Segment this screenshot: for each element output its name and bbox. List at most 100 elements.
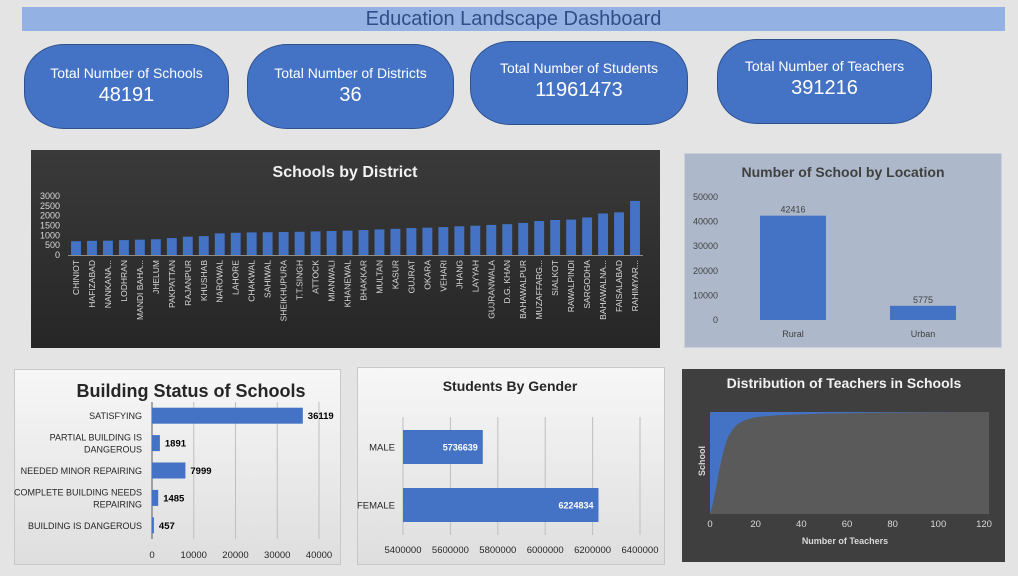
chart-title: Building Status of Schools xyxy=(77,381,306,401)
x-tick-label: CHINIOT xyxy=(71,260,81,295)
data-label: 7999 xyxy=(190,466,211,477)
x-tick-label: 6400000 xyxy=(622,545,659,556)
district-bar xyxy=(470,225,481,255)
y-tick-label: 500 xyxy=(45,240,60,250)
schools-by-district-chart: Schools by District 30002500200015001000… xyxy=(31,150,660,348)
district-bar xyxy=(87,240,97,255)
y-tick-label: REPAIRING xyxy=(93,499,142,509)
dashboard-title: Education Landscape Dashboard xyxy=(365,8,662,30)
district-bar xyxy=(518,222,529,255)
building-status-bar xyxy=(152,462,186,479)
district-bar xyxy=(134,239,145,255)
x-tick-label: MUZAFFARG... xyxy=(534,260,544,320)
district-bar xyxy=(454,226,465,255)
district-bar xyxy=(502,224,513,255)
x-tick-label: RAJANPUR xyxy=(183,260,193,306)
district-bar xyxy=(182,236,193,255)
y-tick-label: NEEDED MINOR REPAIRING xyxy=(21,466,142,476)
district-bar xyxy=(278,231,289,255)
y-tick-label: 1500 xyxy=(40,221,60,231)
district-bar xyxy=(406,228,417,255)
x-tick-label: OKARA xyxy=(422,260,432,290)
x-tick-label: 10000 xyxy=(181,550,207,561)
chart-title: Number of School by Location xyxy=(741,164,944,180)
x-tick-label: 0 xyxy=(149,550,154,561)
kpi-label: Total Number of Schools xyxy=(50,65,203,81)
district-bar xyxy=(71,241,81,255)
x-tick-label: 40 xyxy=(796,519,807,530)
y-tick-label: 10000 xyxy=(693,290,718,300)
x-tick-label: 20 xyxy=(750,519,761,530)
x-tick-label: Urban xyxy=(911,329,936,339)
y-tick-label: 0 xyxy=(55,250,60,260)
y-tick-label: 0 xyxy=(713,315,718,325)
x-tick-label: 0 xyxy=(707,519,712,530)
district-bar xyxy=(150,239,161,255)
x-tick-label: 100 xyxy=(930,519,946,530)
x-tick-label: JHELUM xyxy=(151,260,161,294)
y-tick-label: SATISFYING xyxy=(89,411,142,421)
x-tick-label: GUJRAT xyxy=(406,260,416,293)
x-tick-label: Rural xyxy=(782,329,804,339)
students-by-gender-chart: Students By Gender 5400000 5600000 5800000… xyxy=(357,367,665,565)
data-label: 6224834 xyxy=(558,501,593,511)
x-tick-label: MANDI BAHA... xyxy=(135,260,145,320)
district-bar xyxy=(550,219,561,255)
schools-by-location-chart: Number of School by Location 50000 40000 3… xyxy=(684,153,1002,348)
x-tick-label: 80 xyxy=(887,519,898,530)
building-status-bar xyxy=(152,489,159,506)
district-bar xyxy=(198,236,209,255)
x-tick-label: SARGODHA xyxy=(582,260,592,309)
y-tick-label: DANGEROUS xyxy=(84,445,142,455)
teacher-distribution-area xyxy=(710,412,962,514)
y-tick-label: 2500 xyxy=(40,201,60,211)
x-tick-label: BAHAWALNA... xyxy=(598,260,608,320)
data-label: 36119 xyxy=(308,411,334,422)
x-tick-label: SIALKOT xyxy=(550,260,560,296)
teacher-distribution-chart: Distribution of Teachers in Schools 0 20 4… xyxy=(682,369,1005,562)
x-tick-label: RAHIMYAR... xyxy=(630,260,640,311)
x-tick-label: 40000 xyxy=(306,550,332,561)
location-bar xyxy=(890,305,956,320)
x-tick-label: BHAKKAR xyxy=(358,260,368,301)
x-tick-label: 5600000 xyxy=(432,545,469,556)
x-tick-label: MULTAN xyxy=(374,260,384,294)
x-tick-label: NAROWAL xyxy=(215,260,225,303)
x-tick-label: NANKANA... xyxy=(103,260,113,308)
building-status-bar xyxy=(152,517,154,534)
chart-title: Distribution of Teachers in Schools xyxy=(727,375,962,391)
district-bar xyxy=(534,220,545,255)
district-bar xyxy=(582,217,593,255)
plot-area xyxy=(710,412,989,514)
x-tick-label: LODHRAN xyxy=(119,260,129,302)
chart-title: Students By Gender xyxy=(443,378,578,394)
x-tick-label: VEHARI xyxy=(438,260,448,292)
x-tick-label: 6000000 xyxy=(527,545,564,556)
y-tick-label: BUILDING IS DANGEROUS xyxy=(28,521,142,531)
y-axis-title: School xyxy=(697,446,707,476)
x-tick-label: 5800000 xyxy=(479,545,516,556)
district-bar xyxy=(118,240,129,255)
x-tick-label: MIANWALI xyxy=(327,260,337,302)
x-tick-label: JHANG xyxy=(454,260,464,289)
district-bar xyxy=(310,231,321,255)
kpi-label: Total Number of Students xyxy=(500,60,658,76)
x-tick-label: LAYYAH xyxy=(470,260,480,292)
kpi-card-districts: Total Number of Districts 36 xyxy=(247,44,454,129)
building-status-chart: Building Status of Schools 0 10000 20000 30… xyxy=(14,369,341,565)
district-bar xyxy=(246,232,257,255)
y-tick-label: 1000 xyxy=(40,230,60,240)
x-tick-label: RAWALPINDI xyxy=(566,260,576,312)
district-bar xyxy=(566,219,577,255)
district-bar xyxy=(166,238,177,255)
x-tick-label: SHEIKHUPURA xyxy=(279,260,289,322)
x-tick-label: KHANEWAL xyxy=(343,260,353,308)
y-tick-label: 20000 xyxy=(693,266,718,276)
y-tick-label: FEMALE xyxy=(357,501,395,512)
data-label: 457 xyxy=(159,521,175,532)
y-tick-label: MALE xyxy=(369,443,395,454)
kpi-card-students: Total Number of Students 11961473 xyxy=(470,41,688,125)
x-tick-label: KASUR xyxy=(390,260,400,289)
gender-bar xyxy=(403,488,599,522)
district-bar xyxy=(342,230,353,255)
